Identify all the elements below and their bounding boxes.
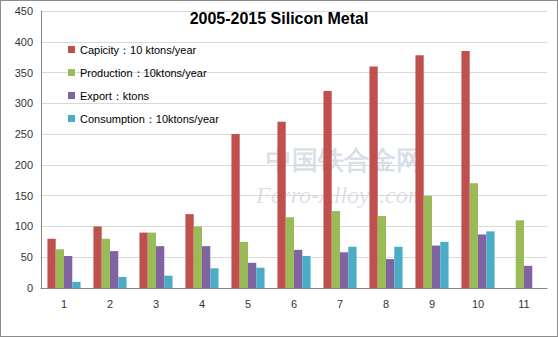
svg-text:0: 0 (27, 282, 33, 294)
svg-text:250: 250 (15, 128, 33, 140)
svg-text:450: 450 (15, 5, 33, 17)
svg-text:300: 300 (15, 97, 33, 109)
svg-text:200: 200 (15, 159, 33, 171)
svg-text:2: 2 (107, 298, 113, 310)
svg-text:Production：10ktons/year: Production：10ktons/year (80, 67, 207, 79)
svg-text:50: 50 (21, 251, 33, 263)
svg-text:150: 150 (15, 190, 33, 202)
svg-text:5: 5 (245, 298, 251, 310)
svg-text:8: 8 (383, 298, 389, 310)
svg-text:3: 3 (153, 298, 159, 310)
svg-text:1: 1 (61, 298, 67, 310)
svg-text:中国铁合金网: 中国铁合金网 (266, 145, 422, 175)
svg-text:9: 9 (429, 298, 435, 310)
svg-text:2005-2015 Silicon Metal: 2005-2015 Silicon Metal (190, 10, 369, 27)
svg-text:10: 10 (472, 298, 484, 310)
svg-text:350: 350 (15, 67, 33, 79)
svg-text:100: 100 (15, 220, 33, 232)
svg-text:11: 11 (518, 298, 529, 310)
svg-text:Consumption：10ktons/year: Consumption：10ktons/year (80, 113, 219, 125)
svg-text:4: 4 (199, 298, 205, 310)
svg-text:400: 400 (15, 36, 33, 48)
svg-text:7: 7 (337, 298, 343, 310)
svg-text:6: 6 (291, 298, 297, 310)
svg-text:Capicity：10 ktons/year: Capicity：10 ktons/year (80, 44, 196, 56)
svg-text:Export：ktons: Export：ktons (80, 90, 150, 102)
